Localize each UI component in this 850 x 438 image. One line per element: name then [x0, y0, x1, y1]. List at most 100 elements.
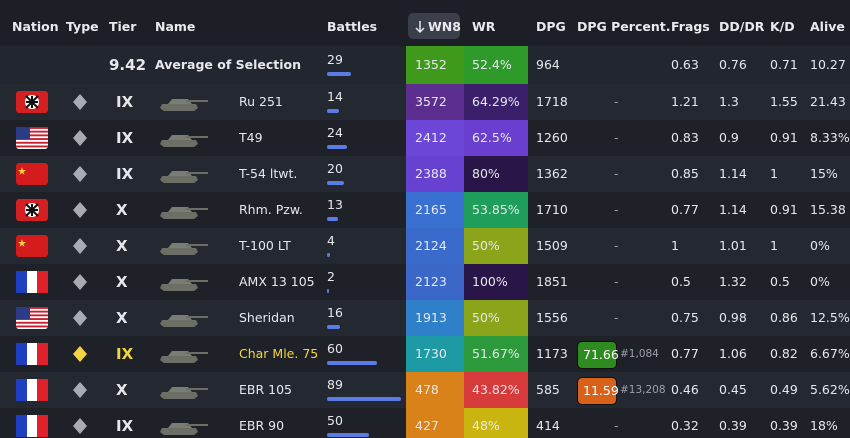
wn8: 2124: [415, 238, 447, 253]
vehicle-name: Char Mle. 75: [239, 346, 319, 361]
battles-bar: [327, 289, 329, 293]
type-icon: [73, 382, 87, 398]
kd: 1.55: [770, 94, 798, 109]
vehicle-row: X AMX 13 105 2 2123 100% 1851 - 0.5 1.32 0.5 0%: [0, 264, 850, 301]
win-rate: 50%: [472, 238, 500, 253]
battles: 16: [327, 305, 343, 320]
wn8-cell: [406, 46, 464, 84]
alive: 6.67%: [810, 346, 850, 361]
frags: 0.85: [671, 166, 699, 181]
battles-bar: [327, 397, 401, 401]
kd: 0.5: [770, 274, 790, 289]
wn8: 2388: [415, 166, 447, 181]
battles-bar: [327, 109, 339, 113]
tank-icon: [160, 279, 208, 291]
tier: IX: [116, 345, 134, 363]
nation-flag: [16, 307, 48, 329]
dd-dr: 1.01: [719, 238, 747, 253]
win-rate: 62.5%: [472, 130, 512, 145]
tank-icon: [160, 351, 208, 363]
nation-flag: [16, 163, 48, 185]
tier: X: [116, 273, 128, 291]
dpg-percent: -: [614, 94, 619, 109]
dd-dr: 1.3: [719, 94, 739, 109]
wr-cell: [464, 408, 528, 438]
frags: 0.63: [671, 57, 699, 72]
dd-dr: 1.32: [719, 274, 747, 289]
tier: IX: [116, 165, 134, 183]
alive: 5.62%: [810, 382, 850, 397]
vehicle-row: IX EBR 90 50 427 48% 414 - 0.32 0.39 0.39 18%: [0, 408, 850, 438]
type-icon: [73, 166, 87, 182]
battles-bar: [327, 217, 338, 221]
win-rate: 48%: [472, 418, 500, 433]
dpg: 1851: [536, 274, 568, 289]
vehicle-name: Average of Selection: [155, 57, 302, 72]
wr-cell: [464, 300, 528, 336]
vehicle-row: IX T-54 ltwt. 20 2388 80% 1362 - 0.85 1.14 1 15%: [0, 156, 850, 193]
vehicle-row: X EBR 105 89 478 43.82% 585 11.59 #13,208 0.46 0.…: [0, 372, 850, 409]
vehicle-name: T-54 ltwt.: [239, 166, 298, 181]
battles-bar: [327, 325, 341, 329]
nation-flag: [16, 199, 48, 221]
column-header: Battles: [327, 19, 378, 34]
win-rate: 100%: [472, 274, 508, 289]
wr-cell: [464, 336, 528, 372]
kd: 0.82: [770, 346, 798, 361]
wr-cell: [464, 120, 528, 156]
kd: 0.86: [770, 310, 798, 325]
dpg-percent: 71.66: [583, 347, 619, 362]
type-icon: [73, 130, 87, 146]
type-icon: [73, 94, 87, 110]
vehicle-name: EBR 90: [239, 418, 285, 433]
dd-dr: 1.14: [719, 166, 747, 181]
column-header: WN8: [428, 19, 461, 34]
wn8-cell: [406, 264, 464, 300]
dd-dr: 1.14: [719, 202, 747, 217]
wn8-cell: [406, 120, 464, 156]
tier: X: [116, 201, 128, 219]
dpg: 1509: [536, 238, 568, 253]
type-icon: [73, 202, 87, 218]
dpg: 1710: [536, 202, 568, 217]
win-rate: 53.85%: [472, 202, 520, 217]
frags: 0.5: [671, 274, 691, 289]
wr-cell: [464, 228, 528, 264]
type-icon: [73, 310, 87, 326]
battles: 4: [327, 233, 335, 248]
wn8-cell: [406, 336, 464, 372]
type-icon: [73, 418, 87, 434]
kd: 1: [770, 166, 778, 181]
tier: IX: [116, 93, 134, 111]
nation-flag: [16, 91, 48, 113]
sort-arrow: [415, 21, 425, 34]
column-header: WR: [472, 19, 496, 34]
tank-icon: [160, 423, 208, 435]
nation-flag: [16, 271, 48, 293]
battles-bar: [327, 181, 344, 185]
tier: X: [116, 237, 128, 255]
win-rate: 52.4%: [472, 57, 512, 72]
type-icon: [73, 238, 87, 254]
vehicle-row: X Rhm. Pzw. 13 2165 53.85% 1710 - 0.77 1.14 0.91 1…: [0, 192, 850, 229]
tier: IX: [116, 417, 134, 435]
vehicle-row: X Sheridan 16 1913 50% 1556 - 0.75 0.98 0.86 12.5%: [0, 300, 850, 337]
frags: 0.46: [671, 382, 699, 397]
frags: 0.75: [671, 310, 699, 325]
dpg: 1173: [536, 346, 568, 361]
win-rate: 64.29%: [472, 94, 520, 109]
wr-cell: [464, 372, 528, 408]
column-header: Tier: [109, 19, 137, 34]
battles: 29: [327, 52, 343, 67]
tank-icon: [160, 387, 208, 399]
tank-icon: [160, 243, 208, 255]
dpg-percent: -: [614, 166, 619, 181]
nation-flag: [16, 343, 48, 365]
win-rate: 80%: [472, 166, 500, 181]
frags: 0.83: [671, 130, 699, 145]
dpg-percent: 11.59: [583, 383, 619, 398]
wn8: 1352: [415, 57, 447, 72]
wn8-cell: [406, 84, 464, 120]
wn8: 2123: [415, 274, 447, 289]
